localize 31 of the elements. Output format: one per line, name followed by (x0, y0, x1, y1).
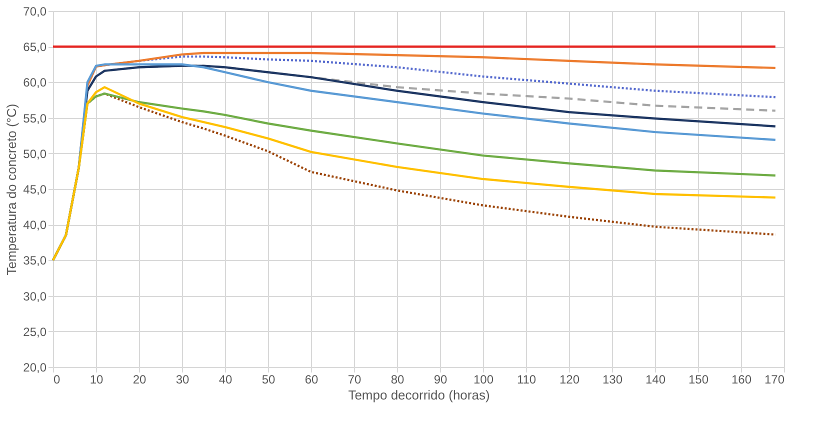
y-tick-label: 35,0 (23, 254, 47, 268)
y-axis-title: Temperatura do concreto (°C) (4, 104, 20, 276)
y-tick-label: 55,0 (23, 111, 47, 126)
x-tick-label: 20 (132, 372, 146, 386)
x-tick-label: 30 (176, 372, 190, 386)
x-tick-label: 170 (764, 372, 785, 386)
y-tick-label: 70,0 (23, 4, 47, 18)
x-tick-label: 80 (390, 372, 404, 386)
y-tick-label: 50,0 (23, 146, 47, 161)
x-tick-label: 50 (262, 372, 276, 386)
y-tick-label: 40,0 (23, 218, 47, 232)
x-tick-label: 40 (218, 372, 232, 386)
x-tick-label: 110 (516, 372, 536, 386)
x-tick-label: 70 (348, 372, 362, 386)
x-tick-label: 120 (559, 372, 580, 386)
y-tick-label: 45,0 (23, 182, 47, 196)
x-tick-label: 130 (602, 372, 623, 386)
y-tick-label: 30,0 (23, 289, 47, 304)
y-tick-label: 60,0 (23, 76, 47, 90)
x-tick-label: 160 (731, 372, 752, 386)
x-tick-label: 90 (434, 372, 448, 386)
y-tick-label: 25,0 (23, 324, 47, 339)
x-tick-label: 0 (54, 372, 60, 386)
x-tick-label: 100 (473, 372, 494, 386)
x-axis-title: Tempo decorrido (horas) (348, 388, 490, 402)
y-tick-label: 65,0 (23, 40, 47, 54)
x-tick-label: 60 (304, 372, 318, 386)
x-tick-label: 140 (645, 372, 666, 386)
y-tick-label: 20,0 (23, 360, 47, 374)
x-tick-label: 150 (688, 372, 709, 386)
x-tick-label: 10 (90, 372, 104, 386)
